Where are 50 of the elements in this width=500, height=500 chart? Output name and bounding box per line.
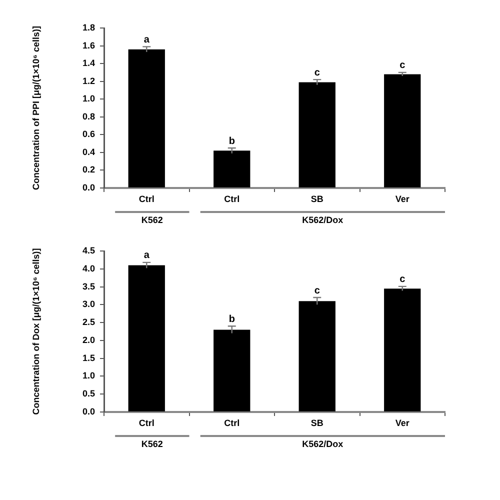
data-label: c — [400, 60, 406, 72]
y-tick-label: 1.5 — [82, 352, 95, 363]
data-label: a — [144, 250, 150, 262]
bar — [214, 330, 250, 412]
y-tick-label: 1.0 — [82, 370, 95, 381]
bar — [128, 49, 165, 188]
data-label: a — [144, 34, 150, 46]
text: K562 — [141, 438, 163, 449]
bar — [128, 265, 165, 412]
x-tick-label: Ctrl — [224, 194, 240, 204]
x-tick-label: SB — [310, 194, 324, 204]
y-tick-label: 1.0 — [82, 94, 95, 104]
bar — [384, 74, 421, 188]
bar — [298, 301, 336, 412]
y-tick-label: 0.2 — [82, 164, 95, 175]
y-tick-label: 2.0 — [82, 334, 95, 345]
y-axis-title: Concentration of PPI [μg/(1×10⁶ cells)] — [30, 26, 41, 190]
data-label: c — [314, 67, 320, 78]
bar — [298, 82, 336, 188]
y-tick-label: 0.0 — [82, 182, 95, 192]
data-label: c — [400, 274, 406, 286]
x-tick-label: SB — [310, 418, 324, 428]
y-tick-label: 4.0 — [82, 263, 95, 274]
text: K562 — [141, 214, 163, 225]
y-tick-label: 3.0 — [82, 299, 95, 310]
bar — [384, 288, 421, 412]
data-label: b — [228, 136, 235, 147]
text: K562/Dox — [302, 214, 344, 225]
x-tick-label: Ctrl — [138, 194, 154, 204]
y-tick-label: 0.8 — [82, 111, 95, 122]
y-tick-label: 0.5 — [82, 388, 95, 399]
y-tick-label: 2.5 — [82, 317, 95, 328]
y-tick-label: 1.6 — [82, 40, 95, 50]
x-tick-label: Ver — [395, 194, 410, 204]
y-tick-label: 1.4 — [82, 58, 95, 68]
y-tick-label: 1.8 — [82, 22, 95, 32]
y-tick-label: 4.5 — [82, 245, 95, 256]
bar — [214, 150, 250, 188]
y-tick-label: 3.5 — [82, 281, 95, 292]
y-tick-label: 0.6 — [82, 129, 95, 140]
x-tick-label: Ctrl — [138, 418, 154, 428]
text: K562/Dox — [302, 438, 344, 449]
y-tick-label: 1.2 — [82, 76, 95, 86]
y-axis-title: Concentration of Dox [μg/(1×10⁶ cells)] — [30, 248, 41, 415]
x-tick-label: Ver — [395, 418, 410, 428]
x-tick-label: Ctrl — [224, 418, 240, 428]
y-tick-label: 0.4 — [82, 146, 95, 157]
data-label: c — [314, 285, 320, 296]
y-tick-label: 0.0 — [82, 406, 95, 416]
data-label: b — [228, 314, 235, 325]
